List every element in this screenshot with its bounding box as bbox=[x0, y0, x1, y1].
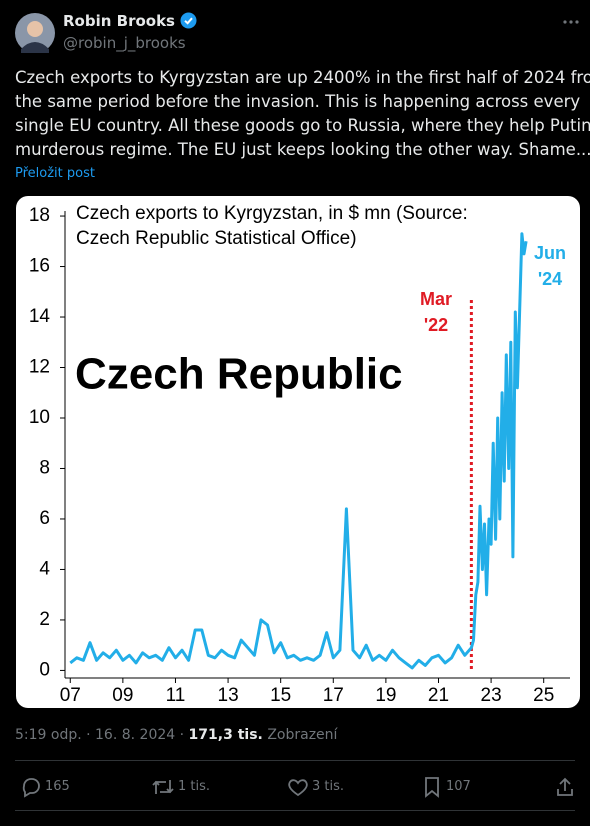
headline: Czech Republic bbox=[75, 350, 403, 399]
avatar[interactable] bbox=[15, 13, 55, 53]
views: 171,3 tis. bbox=[188, 727, 263, 743]
author-name-text[interactable]: Robin Brooks bbox=[63, 12, 175, 30]
tweet-text: single EU country. All these goods go to… bbox=[15, 116, 590, 135]
reply-count[interactable]: 165 bbox=[45, 779, 70, 794]
repost-icon[interactable] bbox=[151, 776, 175, 798]
tweet-text: murderous regime. The EU just keeps look… bbox=[15, 140, 590, 159]
y-tick-label: 2 bbox=[39, 609, 50, 630]
y-tick-label: 12 bbox=[29, 357, 50, 378]
more-menu[interactable] bbox=[561, 15, 581, 29]
y-tick-label: 6 bbox=[39, 508, 50, 529]
timestamp: 5:19 odp. · 16. 8. 2024 · 171,3 tis. Zob… bbox=[15, 727, 337, 743]
end-label: '24 bbox=[538, 269, 562, 289]
like-count[interactable]: 3 tis. bbox=[312, 779, 345, 794]
reply-icon[interactable] bbox=[20, 776, 42, 798]
line-series bbox=[69, 232, 528, 670]
x-tick-label: 09 bbox=[112, 685, 133, 706]
x-tick-label: 11 bbox=[166, 685, 186, 706]
chart-background bbox=[16, 196, 580, 708]
time[interactable]: 5:19 odp. · 16. 8. 2024 · bbox=[15, 727, 185, 743]
bookmark-icon[interactable] bbox=[423, 776, 441, 798]
marker-label: Mar bbox=[420, 289, 452, 309]
end-label: Jun bbox=[534, 243, 566, 263]
y-tick-label: 8 bbox=[39, 457, 50, 478]
verified-badge bbox=[180, 12, 197, 29]
author-handle[interactable]: @robin_j_brooks bbox=[63, 34, 186, 52]
translate-link[interactable]: Přeložit post bbox=[15, 166, 95, 181]
marker-label: '22 bbox=[424, 315, 448, 335]
y-tick-label: 16 bbox=[29, 256, 50, 277]
y-tick-label: 4 bbox=[39, 558, 50, 579]
bookmark-count[interactable]: 107 bbox=[446, 779, 471, 794]
x-tick-label: 15 bbox=[270, 685, 291, 706]
share-icon[interactable] bbox=[555, 776, 575, 798]
x-tick-label: 23 bbox=[481, 685, 502, 706]
y-tick-label: 18 bbox=[29, 205, 50, 226]
chart: 0 2 4 6 8 10 12 14 16 18 07 09 11 13 15 17 19 21 23 25 Czech… bbox=[16, 196, 580, 708]
divider bbox=[15, 760, 575, 761]
chart-title: Czech Republic Statistical Office) bbox=[76, 228, 357, 249]
tweet-text: Czech exports to Kyrgyzstan are up 2400%… bbox=[15, 68, 590, 87]
y-tick-label: 14 bbox=[29, 306, 51, 327]
author-name[interactable]: Robin Brooks bbox=[63, 12, 197, 30]
chart-title: Czech exports to Kyrgyzstan, in $ mn (So… bbox=[76, 203, 468, 224]
repost-count[interactable]: 1 tis. bbox=[178, 779, 211, 794]
x-tick-label: 25 bbox=[533, 685, 554, 706]
y-tick-label: 10 bbox=[29, 407, 50, 428]
tweet-text: the same period before the invasion. Thi… bbox=[15, 92, 581, 111]
x-tick-label: 19 bbox=[375, 685, 396, 706]
like-icon[interactable] bbox=[287, 777, 309, 797]
x-tick-label: 17 bbox=[323, 685, 344, 706]
x-tick-label: 13 bbox=[218, 685, 239, 706]
views-label: Zobrazení bbox=[267, 727, 338, 743]
y-tick-label: 0 bbox=[39, 659, 50, 680]
x-tick-label: 07 bbox=[60, 685, 81, 706]
x-tick-label: 21 bbox=[428, 685, 449, 706]
divider bbox=[15, 810, 575, 811]
